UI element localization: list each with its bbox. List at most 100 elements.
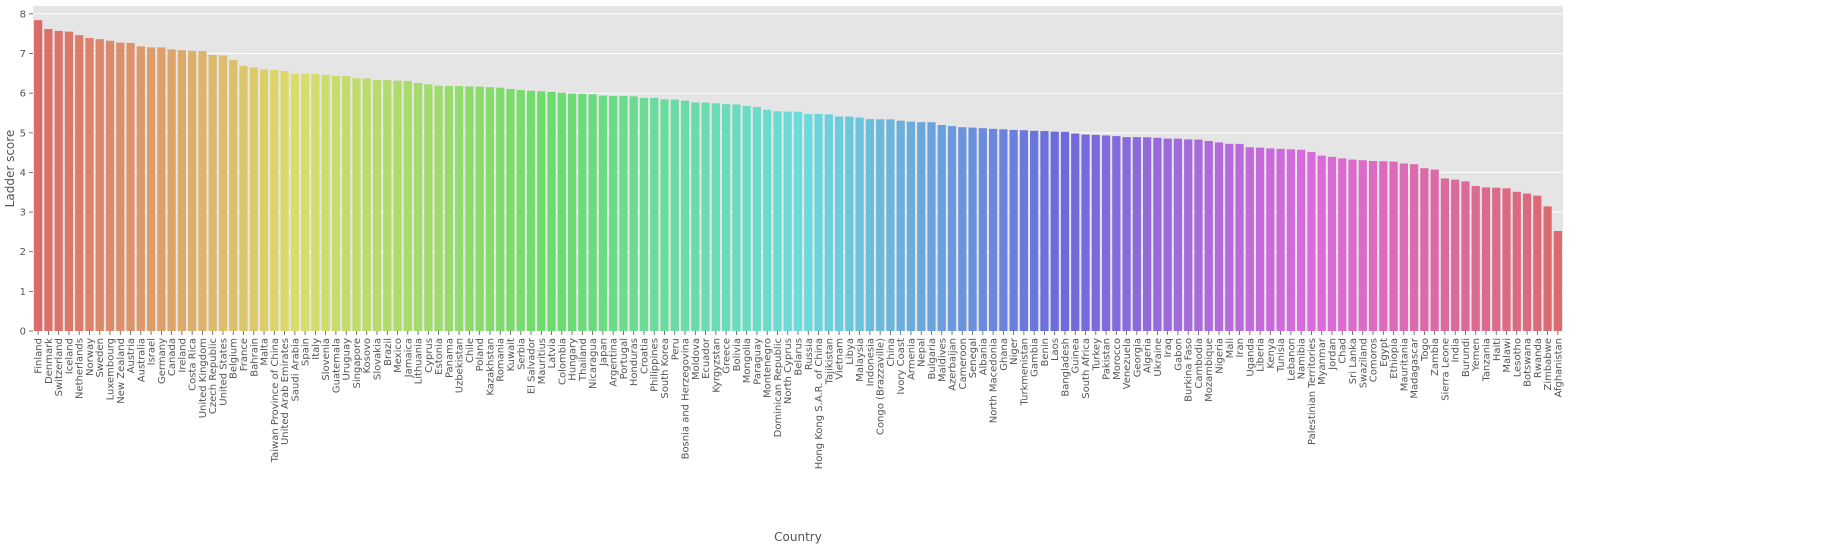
x-tick-label: Dominican Republic	[773, 338, 784, 437]
bar	[1553, 231, 1562, 331]
x-tick-label: North Cyprus	[783, 338, 794, 404]
x-tick-label: Kyrgyzstan	[711, 338, 722, 393]
x-tick-label: Togo	[1420, 338, 1431, 362]
x-tick-label: Tunisia	[1276, 338, 1287, 373]
bar	[968, 127, 977, 331]
x-tick-label: United Kingdom	[198, 338, 209, 418]
x-tick-label: Burundi	[1461, 338, 1472, 377]
x-tick-label: Japan	[598, 338, 609, 367]
x-tick-label: Senegal	[968, 338, 979, 378]
bar	[701, 102, 710, 331]
x-tick-label: Slovakia	[372, 338, 383, 380]
x-tick-label: Armenia	[906, 338, 917, 380]
bar	[609, 96, 618, 331]
x-tick-label: Mali	[1225, 338, 1236, 358]
bar	[1348, 159, 1357, 331]
x-tick-label: Bulgaria	[927, 338, 938, 379]
bar	[547, 91, 556, 332]
x-tick-label: Iraq	[1163, 338, 1174, 358]
bar	[917, 122, 926, 331]
bar	[485, 87, 495, 331]
bar	[280, 70, 289, 332]
x-tick-label: Russia	[804, 338, 815, 370]
bar	[1173, 138, 1183, 331]
x-tick-label: Nigeria	[1215, 338, 1226, 374]
bar	[1225, 143, 1234, 331]
x-tick-label: Taiwan Province of China	[270, 338, 281, 463]
bar	[229, 60, 238, 331]
x-tick-label: Uganda	[1245, 338, 1256, 377]
x-tick-label: Israel	[147, 338, 158, 365]
x-tick-label: New Zealand	[116, 338, 127, 404]
bar	[198, 51, 207, 332]
bar	[1255, 147, 1265, 331]
bar	[44, 28, 53, 332]
x-tick-label: Georgia	[1132, 338, 1143, 377]
x-axis-title: Country	[774, 530, 822, 544]
bar	[639, 97, 649, 331]
x-tick-label: Malaysia	[855, 338, 866, 382]
bar	[1379, 161, 1388, 331]
bar	[270, 70, 279, 332]
bar	[188, 50, 197, 331]
bar	[249, 67, 258, 332]
bar	[937, 124, 946, 331]
bar	[116, 42, 125, 332]
bar	[208, 54, 217, 331]
x-tick-label: Comoros	[1369, 338, 1380, 382]
bar	[301, 73, 310, 332]
y-tick-label: 8	[20, 9, 26, 20]
bar	[691, 102, 700, 331]
bar	[598, 95, 608, 331]
x-tick-label: Azerbaijan	[948, 338, 959, 391]
bar	[906, 121, 916, 331]
bar	[557, 92, 566, 331]
x-tick-label: Swaziland	[1358, 338, 1369, 388]
bar	[1194, 139, 1203, 331]
x-tick-label: Tajikistan	[824, 338, 835, 385]
bar	[75, 35, 84, 332]
bar	[54, 30, 63, 332]
bar	[1071, 133, 1080, 331]
bar	[773, 111, 782, 331]
bar	[126, 42, 135, 331]
x-tick-label: Lithuania	[414, 338, 425, 384]
x-tick-label: Thailand	[578, 338, 589, 382]
bar	[947, 126, 957, 332]
x-tick-label: Saudi Arabia	[290, 338, 301, 401]
x-tick-label: Colombia	[557, 338, 568, 385]
x-tick-label: Madagascar	[1410, 337, 1421, 399]
bar	[526, 90, 536, 331]
bar	[742, 105, 751, 331]
x-tick-label: Gambia	[1030, 338, 1041, 377]
bar	[999, 129, 1008, 331]
bar	[763, 109, 772, 332]
bar	[1266, 148, 1275, 331]
bar	[978, 128, 987, 331]
bar	[424, 84, 433, 331]
x-tick-label: Bangladesh	[1060, 338, 1071, 397]
bar	[1338, 158, 1347, 331]
x-tick-label: Mauritius	[537, 338, 548, 384]
x-tick-label: Kosovo	[362, 338, 373, 374]
bar	[311, 74, 320, 332]
bar	[650, 97, 659, 331]
bar	[362, 78, 371, 331]
bar	[444, 86, 453, 331]
bar	[804, 113, 813, 331]
x-tick-label: Netherlands	[75, 338, 86, 399]
x-tick-label: Palestinian Territories	[1307, 338, 1318, 445]
x-tick-label: Spain	[301, 338, 312, 366]
x-tick-label: Botswana	[1523, 338, 1534, 387]
x-tick-label: Serbia	[516, 338, 527, 370]
x-tick-label: Switzerland	[54, 338, 65, 396]
bar	[259, 69, 269, 332]
bar	[403, 80, 412, 331]
bar	[1184, 139, 1193, 331]
x-tick-label: Panama	[444, 338, 455, 378]
bar	[506, 88, 515, 332]
x-tick-label: Mexico	[393, 338, 404, 373]
x-tick-label: Ethiopia	[1389, 338, 1400, 379]
bar	[1235, 143, 1244, 331]
